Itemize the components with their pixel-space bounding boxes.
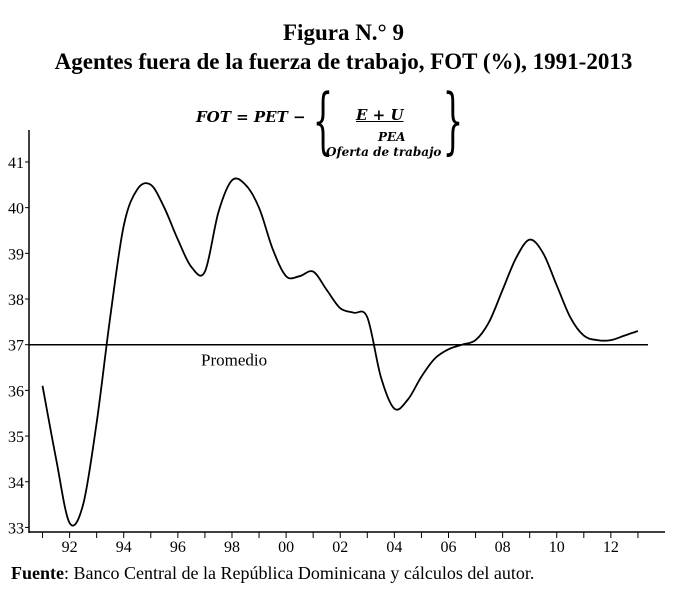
y-tick-label: 41 [8, 155, 24, 172]
y-tick-label: 38 [8, 292, 24, 309]
average-label: Promedio [201, 351, 267, 370]
right-brace: } [442, 78, 464, 162]
formula-denominator: PEA [378, 130, 406, 144]
x-tick-label: 98 [224, 539, 240, 556]
source-text: : Banco Central de la República Dominica… [64, 563, 535, 583]
formula-underbrace-label: Oferta de trabajo [326, 145, 442, 159]
x-tick-label: 02 [332, 539, 348, 556]
x-tick-label: 06 [440, 539, 456, 556]
source-note: Fuente: Banco Central de la República Do… [11, 563, 534, 584]
x-tick-label: 92 [62, 539, 78, 556]
series-line [41, 177, 639, 527]
figure-label: Figura N.° 9 [283, 20, 404, 45]
x-tick-label: 96 [170, 539, 186, 556]
x-tick-label: 94 [116, 539, 132, 556]
x-tick-label: 08 [495, 539, 511, 556]
x-tick-label: 00 [278, 539, 294, 556]
source-label: Fuente [11, 563, 64, 583]
formula-lhs: FOT = PET − [196, 108, 306, 126]
left-brace: { [312, 78, 334, 162]
formula-numerator: E + U [356, 106, 404, 124]
y-tick-label: 39 [8, 246, 24, 263]
y-tick-label: 36 [8, 383, 24, 400]
x-tick-label: 04 [386, 539, 402, 556]
y-tick-label: 40 [8, 201, 24, 218]
y-tick-label: 33 [8, 520, 24, 537]
x-tick-label: 10 [549, 539, 565, 556]
y-tick-label: 35 [8, 429, 24, 446]
line-chart: 33 34 35 36 37 38 39 40 41 92 94 96 98 00 02 04 06 08 10 12… [8, 130, 665, 556]
chart-title: Agentes fuera de la fuerza de trabajo, F… [54, 49, 633, 74]
x-tick-label: 12 [603, 539, 619, 556]
y-tick-label: 34 [8, 475, 24, 492]
formula: FOT = PET − { E + U PEA Oferta de trabaj… [196, 78, 463, 162]
y-tick-label: 37 [8, 338, 24, 355]
